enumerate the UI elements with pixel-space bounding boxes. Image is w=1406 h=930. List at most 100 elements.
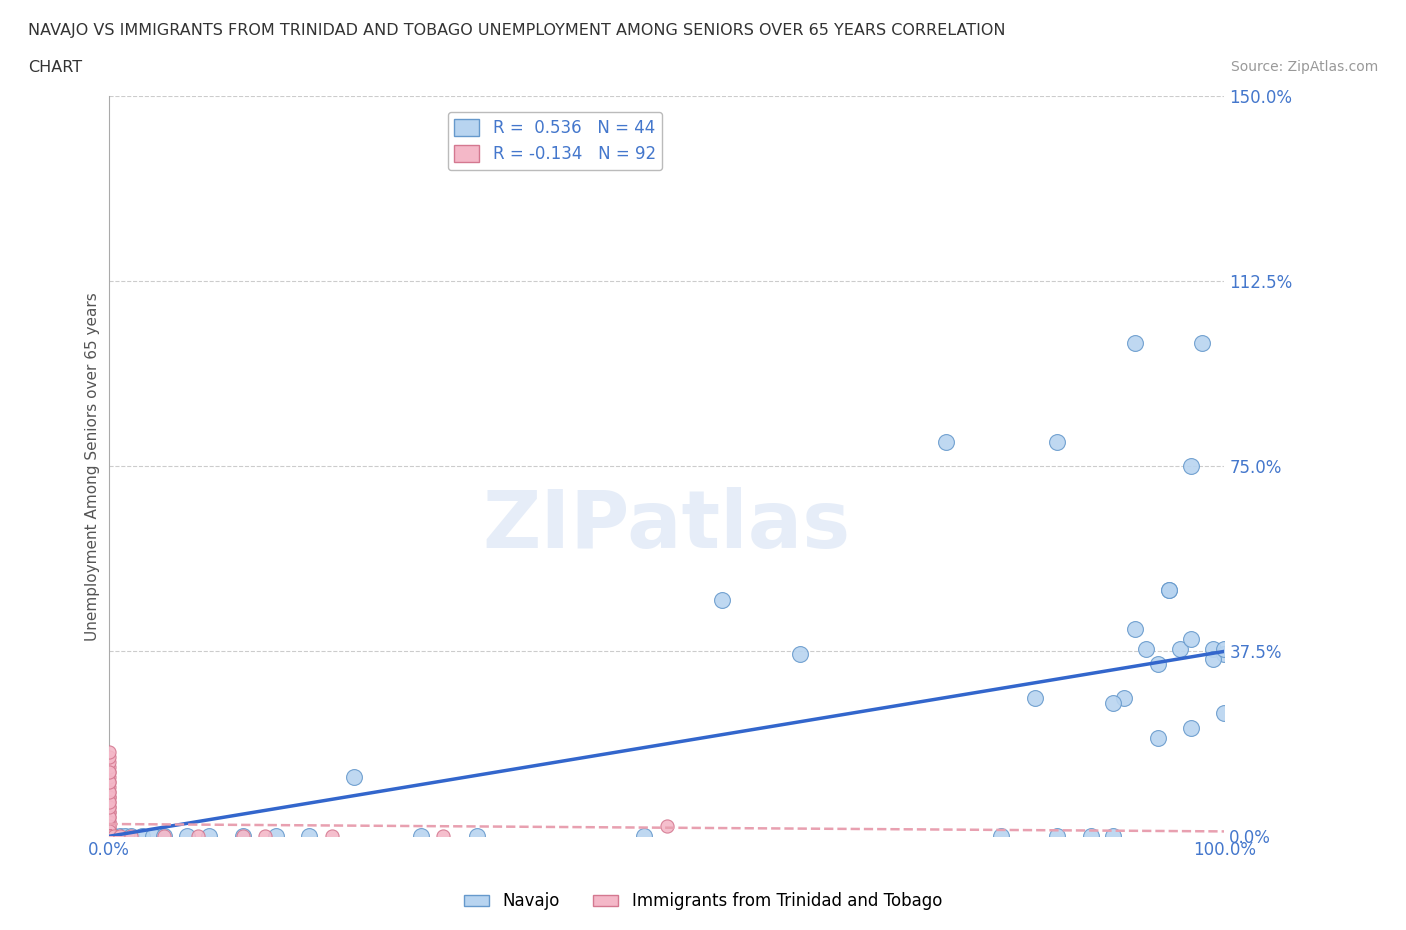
Point [153, 829, 176, 844]
Point [1191, 336, 1213, 351]
Point [108, 829, 131, 844]
Point [97, 829, 120, 844]
Point [97, 760, 120, 775]
Point [1123, 336, 1146, 351]
Point [97, 764, 120, 779]
Point [97, 829, 120, 844]
Point [1202, 642, 1225, 657]
Point [97, 829, 120, 844]
Point [711, 592, 734, 607]
Point [97, 829, 120, 844]
Point [1180, 631, 1202, 646]
Point [1157, 582, 1180, 597]
Point [789, 646, 811, 661]
Point [1123, 622, 1146, 637]
Point [198, 829, 221, 844]
Point [97, 829, 120, 844]
Point [97, 829, 120, 844]
Point [97, 794, 120, 809]
Point [97, 829, 120, 844]
Point [432, 829, 454, 844]
Point [97, 829, 120, 844]
Point [176, 829, 198, 844]
Point [97, 764, 120, 779]
Text: Source: ZipAtlas.com: Source: ZipAtlas.com [1230, 60, 1378, 74]
Point [97, 779, 120, 794]
Point [97, 829, 120, 844]
Point [97, 829, 120, 844]
Point [97, 829, 120, 844]
Point [97, 829, 120, 844]
Point [97, 829, 120, 844]
Point [97, 829, 120, 844]
Point [97, 775, 120, 790]
Point [97, 755, 120, 770]
Point [97, 829, 120, 844]
Point [97, 804, 120, 819]
Point [1046, 434, 1069, 449]
Point [97, 824, 120, 839]
Point [97, 829, 120, 844]
Point [97, 829, 120, 844]
Point [97, 829, 120, 844]
Point [97, 829, 120, 844]
Point [120, 829, 142, 844]
Point [97, 829, 120, 844]
Point [97, 829, 120, 844]
Point [97, 809, 120, 824]
Point [1112, 691, 1135, 706]
Point [114, 829, 136, 844]
Point [97, 829, 120, 844]
Point [1146, 657, 1168, 671]
Legend: R =  0.536   N = 44, R = -0.134   N = 92: R = 0.536 N = 44, R = -0.134 N = 92 [447, 113, 662, 170]
Legend: Navajo, Immigrants from Trinidad and Tobago: Navajo, Immigrants from Trinidad and Tob… [457, 885, 949, 917]
Point [142, 829, 165, 844]
Point [1168, 642, 1191, 657]
Point [231, 829, 253, 844]
Point [97, 799, 120, 814]
Point [97, 829, 120, 844]
Point [97, 829, 120, 844]
Point [97, 814, 120, 829]
Point [97, 804, 120, 819]
Point [97, 829, 120, 844]
Point [97, 819, 120, 834]
Point [1024, 691, 1046, 706]
Point [1213, 642, 1236, 657]
Point [97, 829, 120, 844]
Point [1046, 829, 1069, 844]
Point [187, 829, 209, 844]
Point [97, 790, 120, 804]
Point [1180, 721, 1202, 736]
Point [990, 829, 1012, 844]
Point [97, 799, 120, 814]
Point [97, 829, 120, 844]
Point [934, 434, 956, 449]
Point [97, 750, 120, 764]
Point [465, 829, 488, 844]
Point [1213, 646, 1236, 661]
Point [97, 829, 120, 844]
Point [97, 814, 120, 829]
Point [97, 829, 120, 844]
Point [120, 829, 142, 844]
Point [131, 829, 153, 844]
Point [97, 775, 120, 790]
Point [231, 829, 253, 844]
Point [97, 829, 120, 844]
Point [1102, 829, 1125, 844]
Text: NAVAJO VS IMMIGRANTS FROM TRINIDAD AND TOBAGO UNEMPLOYMENT AMONG SENIORS OVER 65: NAVAJO VS IMMIGRANTS FROM TRINIDAD AND T… [28, 23, 1005, 38]
Point [1146, 730, 1168, 745]
Point [97, 829, 120, 844]
Point [97, 785, 120, 800]
Point [1157, 582, 1180, 597]
Point [1180, 458, 1202, 473]
Point [153, 829, 176, 844]
Point [97, 829, 120, 844]
Point [1135, 642, 1157, 657]
Point [97, 824, 120, 839]
Point [97, 829, 120, 844]
Point [97, 829, 120, 844]
Point [97, 829, 120, 844]
Point [97, 829, 120, 844]
